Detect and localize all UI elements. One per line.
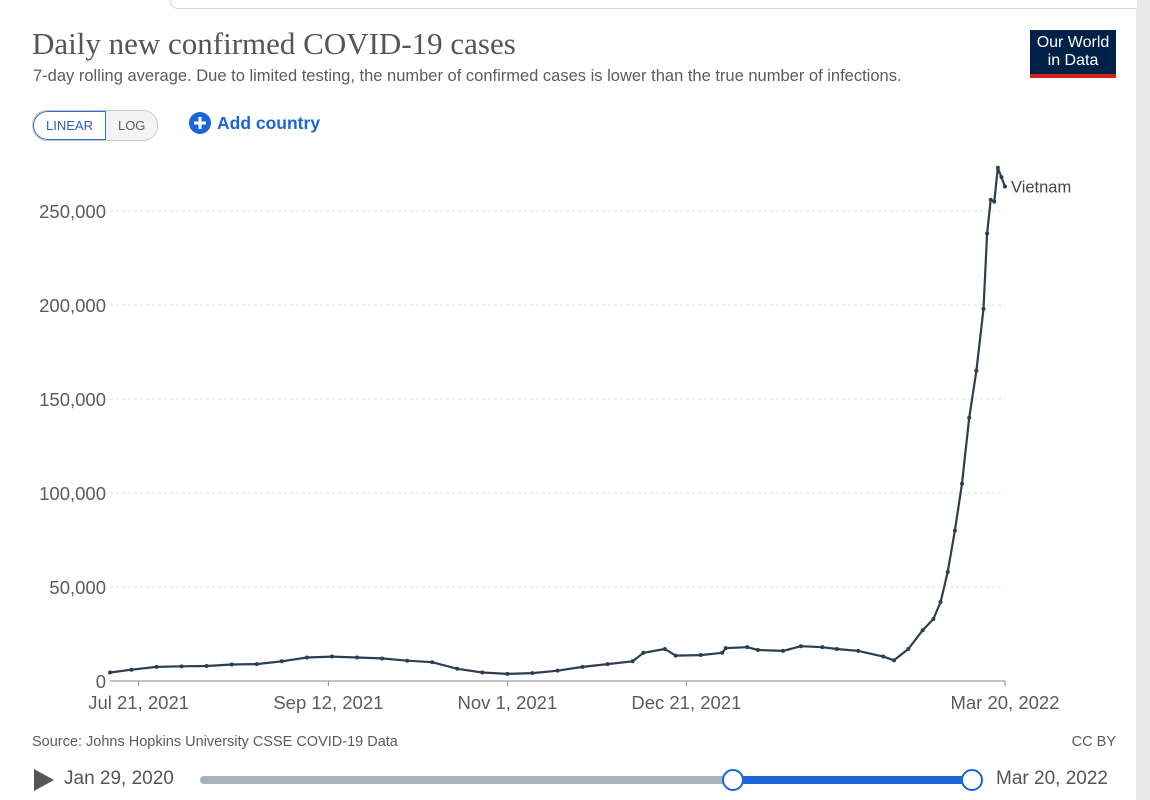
series-label: Vietnam [1011,179,1071,197]
data-point [505,671,510,676]
add-country-label: Add country [217,112,321,133]
data-point [229,662,234,667]
chart-title: Daily new confirmed COVID-19 cases [32,26,516,61]
data-point [720,650,725,655]
chart-subtitle: 7-day rolling average. Due to limited te… [33,67,902,85]
x-tick-label: Sep 12, 2021 [273,692,383,713]
data-point [605,662,610,667]
data-point [698,653,703,658]
data-point [834,647,839,652]
x-tick-label: Nov 1, 2021 [457,692,557,713]
source-note[interactable]: Source: Johns Hopkins University CSSE CO… [32,734,398,750]
data-point [304,655,309,660]
data-point [580,664,585,669]
data-point [992,199,997,204]
data-point [938,600,943,605]
data-point [745,645,750,650]
data-point [204,663,209,668]
data-point [985,231,990,236]
data-point [530,671,535,676]
data-point [329,654,334,659]
timeline-start-date: Jan 29, 2020 [64,768,174,789]
data-point [480,670,485,675]
data-point [974,368,979,373]
y-tick-label: 0 [96,671,106,692]
data-point [920,628,925,633]
logo-line-1: Our World [1036,34,1110,51]
scale-toggle: LINEAR LOG [32,110,159,141]
data-point [755,647,760,652]
x-tick-label: Dec 21, 2021 [631,692,741,713]
y-axis-tick-labels: 0 50,000 100,000 150,000 200,000 250,000 [39,201,106,692]
data-point [960,481,965,486]
data-point [1003,184,1007,189]
data-point [108,670,112,675]
y-tick-label: 50,000 [49,577,106,598]
data-point [179,664,184,669]
series-line-vietnam [109,166,1007,676]
data-point [995,165,1000,170]
timeline-end-handle[interactable] [961,769,983,791]
data-point [781,648,786,653]
data-point [952,528,957,533]
y-tick-label: 100,000 [39,483,106,504]
data-point [405,658,410,663]
data-point [967,415,972,420]
linear-scale-button[interactable]: LINEAR [33,111,106,140]
data-point [355,655,360,660]
logo-line-2: in Data [1047,52,1099,69]
data-point [988,197,993,202]
data-point [430,660,435,665]
line-chart: 0 50,000 100,000 150,000 200,000 250,000 Jul … [39,165,1071,713]
add-country-button[interactable]: Add country [189,112,320,134]
logo-red-bar [1030,74,1116,78]
data-point [945,569,950,574]
x-tick-label: Jul 21, 2021 [88,692,189,713]
y-tick-label: 200,000 [39,295,106,316]
timeline-selected-range [732,776,972,784]
data-point [892,658,897,663]
data-point [154,664,159,669]
x-axis: Jul 21, 2021 Sep 12, 2021 Nov 1, 2021 Dec 2… [88,680,1060,713]
data-point [820,645,825,650]
timeline-track[interactable] [200,769,983,791]
owid-logo[interactable]: Our World in Data [1030,30,1116,78]
data-point [906,647,911,652]
data-point [981,306,986,311]
data-point [881,654,886,659]
x-tick-label: Mar 20, 2022 [950,692,1059,713]
data-point [455,666,460,671]
data-point [641,650,646,655]
y-tick-label: 150,000 [39,389,106,410]
data-point [673,653,678,658]
data-point [630,659,635,664]
y-tick-label: 250,000 [39,201,106,222]
data-point [279,659,284,664]
data-point [931,616,936,621]
gridlines [110,210,1005,588]
series-layer: Vietnam [108,165,1071,676]
data-point [380,656,385,661]
log-scale-button[interactable]: LOG [105,111,158,140]
timeline-end-date: Mar 20, 2022 [996,768,1108,789]
license-link[interactable]: CC BY [1071,734,1116,750]
data-point [129,667,134,672]
timeline: Jan 29, 2020 Mar 20, 2022 [0,760,1136,800]
data-point [798,644,803,649]
timeline-start-handle[interactable] [721,769,744,791]
data-point [999,175,1004,180]
data-point [723,646,728,651]
top-strip [170,0,1137,9]
plus-circle-icon [189,112,211,134]
data-point [662,647,667,652]
data-point [856,648,861,653]
data-point [555,668,560,673]
data-point [254,662,259,667]
play-icon[interactable] [34,769,54,791]
